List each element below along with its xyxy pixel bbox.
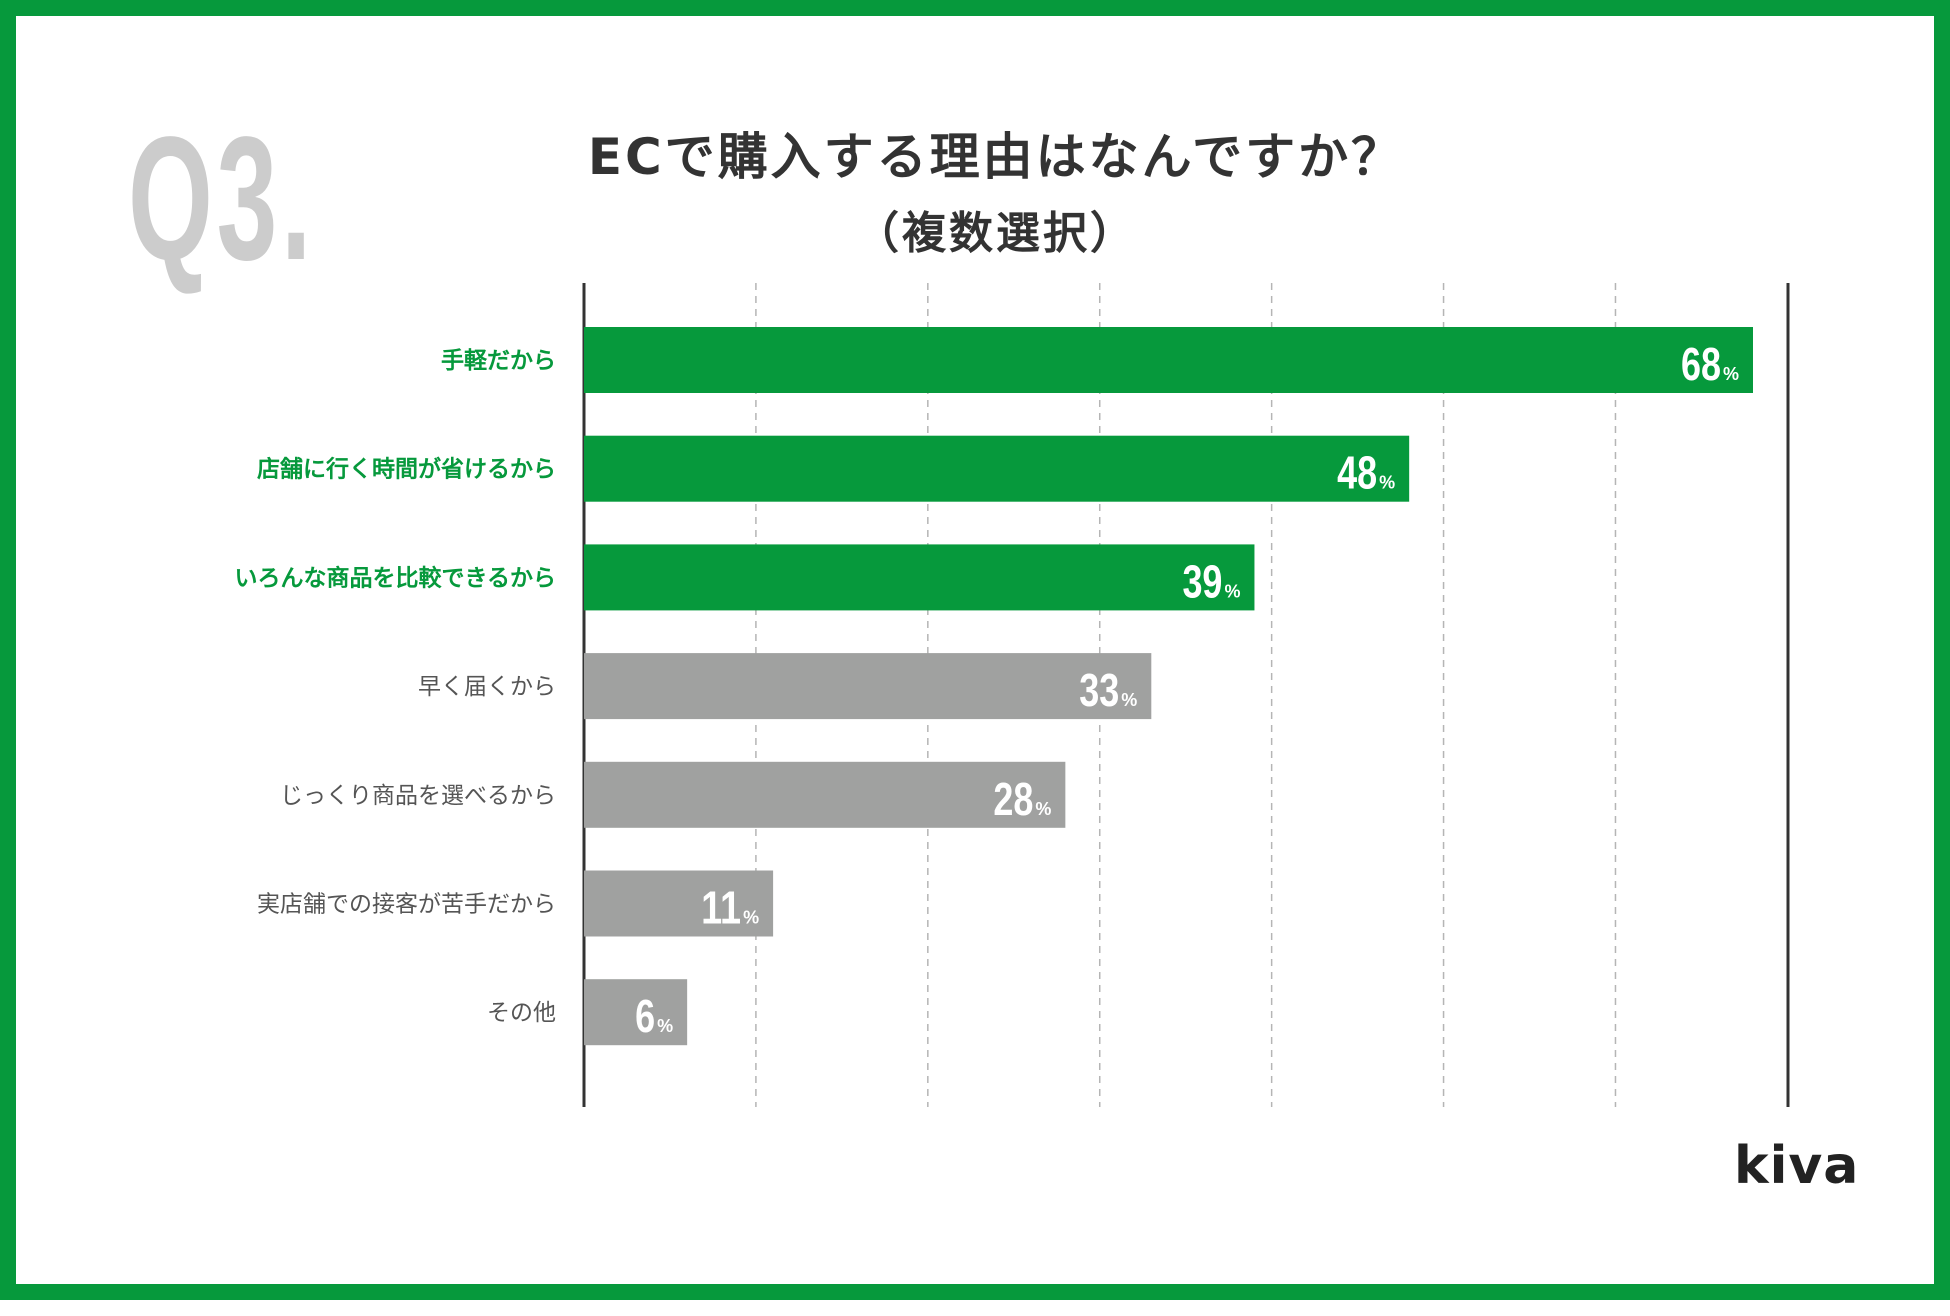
bar-1	[584, 327, 1753, 393]
brand-logo: kiva	[1734, 1136, 1860, 1196]
bar-3	[584, 544, 1255, 611]
category-label-7: その他	[487, 1000, 556, 1026]
question-number: Q3.	[128, 101, 316, 297]
value-label-4: 33%	[1079, 664, 1137, 716]
value-label-7: 6%	[635, 990, 673, 1042]
bar-7	[584, 979, 688, 1046]
value-label-5: 28%	[993, 773, 1051, 825]
value-label-3: 39%	[1182, 555, 1240, 607]
category-label-4: 早く届くから	[418, 674, 556, 700]
bar-chart: 手軽だから 68 % 店舗に行く時間が省けるから 48 % いろんな商品を比較できるから 39…	[234, 283, 1790, 1107]
category-label-2: 店舗に行く時間が省けるから	[257, 456, 556, 483]
category-label-1: 手軽だから	[441, 348, 556, 374]
category-label-6: 実店舗での接客が苦手だから	[257, 892, 556, 918]
chart-title: ECで購入する理由はなんですか？	[587, 128, 1405, 186]
bar-4	[584, 653, 1152, 720]
value-label-2: 48%	[1337, 447, 1395, 499]
value-label-6: 11%	[701, 882, 759, 934]
bar-6	[584, 870, 774, 937]
value-label-1: 68%	[1681, 338, 1739, 390]
bar-5	[584, 761, 1066, 828]
category-label-5: じっくり商品を選べるから	[280, 783, 556, 809]
category-label-3: いろんな商品を比較できるから	[234, 564, 556, 591]
bar-2	[584, 435, 1410, 502]
chart-subtitle: （複数選択）	[855, 208, 1137, 259]
